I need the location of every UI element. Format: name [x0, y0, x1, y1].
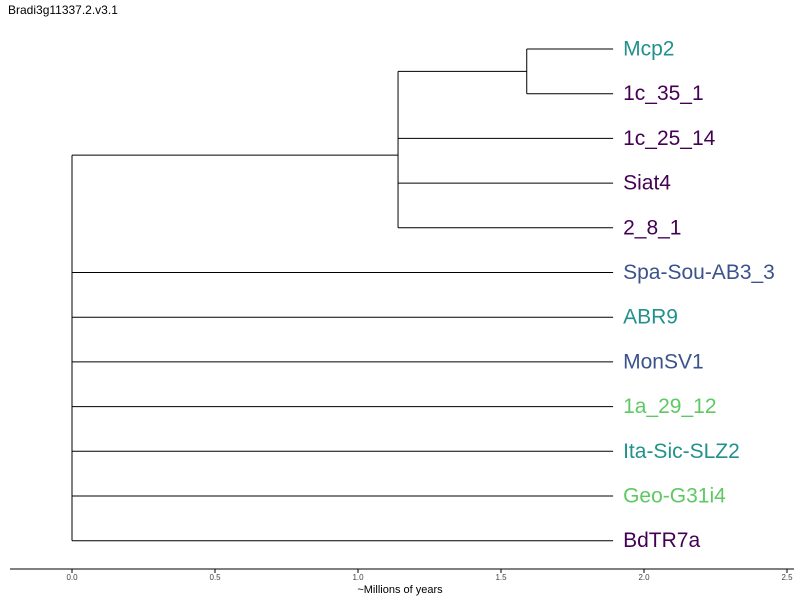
leaf-label: 2_8_1: [623, 216, 681, 239]
leaf-label: Siat4: [623, 172, 671, 195]
leaf-label: Mcp2: [623, 38, 674, 61]
leaf-label: 1a_29_12: [623, 395, 716, 418]
x-axis-ticks: 0.0 0.5 1.0 1.5 2.0 2.5: [66, 569, 793, 582]
x-axis: 0.0 0.5 1.0 1.5 2.0 2.5 ~Millions of years: [10, 568, 794, 596]
tree-branches: [71, 48, 614, 542]
leaf-label: 1c_35_1: [623, 82, 704, 105]
x-tick-label: 0.0: [66, 573, 78, 582]
leaf-labels: Mcp2 1c_35_1 1c_25_14 Siat4 2_8_1 Spa-Sou-AB3…: [623, 38, 775, 553]
x-tick-label: 1.5: [495, 573, 507, 582]
leaf-label: BdTR7a: [623, 529, 700, 552]
x-axis-label: ~Millions of years: [357, 584, 443, 596]
leaf-label: ABR9: [623, 306, 678, 329]
leaf-label: 1c_25_14: [623, 127, 716, 150]
leaf-label: Spa-Sou-AB3_3: [623, 261, 775, 284]
x-tick-label: 2.5: [781, 573, 793, 582]
x-tick-label: 2.0: [638, 573, 650, 582]
x-tick-label: 0.5: [209, 573, 221, 582]
leaf-label: MonSV1: [623, 350, 704, 373]
x-tick-label: 1.0: [352, 573, 364, 582]
leaf-label: Ita-Sic-SLZ2: [623, 440, 740, 463]
figure-title: Bradi3g11337.2.v3.1: [8, 3, 118, 17]
leaf-label: Geo-G31i4: [623, 485, 726, 508]
